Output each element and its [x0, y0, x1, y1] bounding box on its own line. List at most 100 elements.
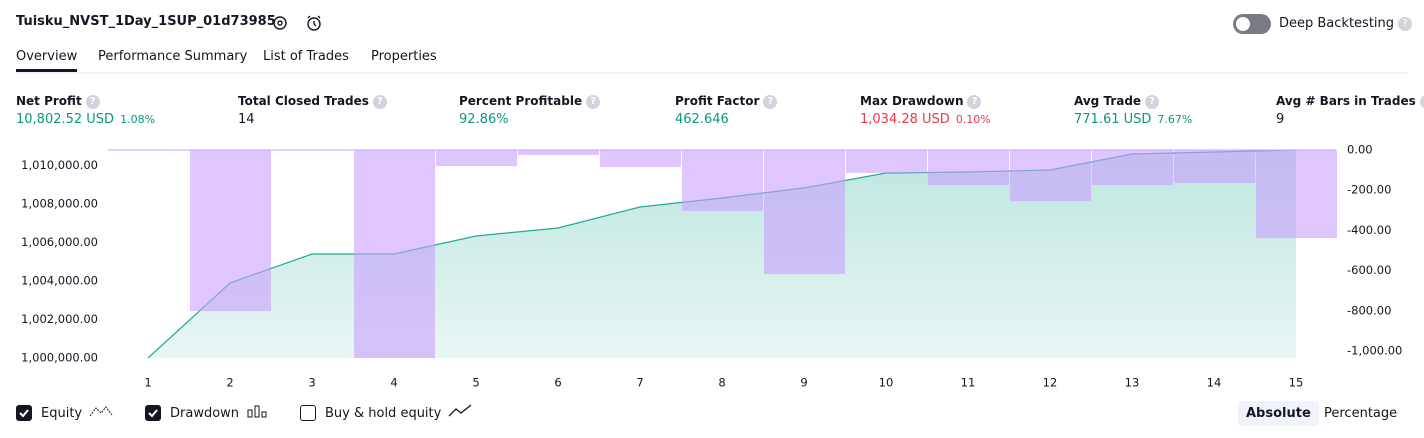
tab[interactable]: Properties: [371, 49, 437, 64]
y-tick-label: 1,000,000.00: [21, 351, 98, 365]
x-tick-label: 8: [718, 376, 725, 390]
toggle-text: Deep Backtesting: [1279, 16, 1395, 31]
x-tick-label: 10: [879, 376, 894, 390]
drawdown-bar: [764, 150, 845, 275]
tab-divider: [16, 72, 1408, 74]
chart: 1,000,000.00 1,002,000.00 1,004,000.00 1,00…: [21, 143, 1402, 390]
tab[interactable]: Overview: [16, 49, 78, 72]
legend-icon: [448, 404, 472, 422]
metric-percent: 0.10%: [955, 113, 991, 126]
x-tick-label: 7: [636, 376, 643, 390]
x-tick-label: 3: [308, 376, 315, 390]
x-tick-label: 6: [554, 376, 561, 390]
y-tick-label: 1,008,000.00: [21, 196, 98, 210]
legend-label: Buy & hold equity: [325, 405, 442, 421]
checkbox[interactable]: [16, 405, 32, 421]
drawdown-bar: [1092, 150, 1173, 185]
metric-percent: 1.08%: [120, 113, 156, 126]
metric-value-text: 1,034.28 USD: [860, 112, 950, 127]
drawdown-bar: [436, 150, 517, 167]
y-tick-label: 1,006,000.00: [21, 235, 98, 249]
y2-tick-label: 0.00: [1347, 143, 1373, 157]
x-tick-label: 13: [1125, 376, 1140, 390]
help-icon[interactable]: ?: [586, 95, 601, 109]
y2-tick-label: -800.00: [1347, 303, 1391, 317]
drawdown-bar: [190, 150, 271, 312]
drawdown-bar: [846, 150, 927, 173]
x-tick-label: 11: [961, 376, 976, 390]
x-tick-label: 14: [1207, 376, 1222, 390]
metric-label: Profit Factor?: [675, 94, 778, 109]
legend-item[interactable]: Equity: [16, 404, 113, 422]
help-icon[interactable]: ?: [967, 95, 982, 109]
metric-label-text: Max Drawdown: [860, 94, 964, 108]
help-icon[interactable]: ?: [1398, 17, 1413, 31]
metric-label-text: Net Profit: [16, 94, 82, 108]
deep-backtesting-toggle[interactable]: [1233, 14, 1271, 34]
metric-value: 10,802.52 USD 1.08%: [16, 112, 155, 127]
legend-label: Drawdown: [170, 405, 240, 421]
help-icon[interactable]: ?: [763, 95, 778, 109]
x-tick-label: 2: [226, 376, 233, 390]
drawdown-bar: [928, 150, 1009, 185]
strategy-title: Tuisku_NVST_1Day_1SUP_01d73985: [16, 14, 276, 29]
x-tick-label: 15: [1289, 376, 1304, 390]
metric-percent: 7.67%: [1157, 113, 1193, 126]
help-icon[interactable]: ?: [1419, 95, 1424, 109]
x-tick-label: 4: [390, 376, 397, 390]
metric-label-text: Percent Profitable: [459, 94, 583, 108]
drawdown-bar: [600, 150, 681, 168]
y2-tick-label: -200.00: [1347, 183, 1391, 197]
metric-value-text: 771.61 USD: [1074, 112, 1152, 127]
drawdown-bar: [354, 150, 435, 358]
legend-item[interactable]: Buy & hold equity: [300, 404, 472, 422]
view-button[interactable]: Absolute: [1238, 401, 1319, 426]
drawdown-bar: [1010, 150, 1091, 202]
metric-value: 462.646: [675, 112, 729, 127]
header-icons[interactable]: [271, 15, 321, 33]
metric-value: 92.86%: [459, 112, 509, 127]
metric-label-text: Profit Factor: [675, 94, 760, 108]
legend-label: Equity: [41, 405, 83, 421]
tab[interactable]: List of Trades: [263, 49, 349, 64]
x-tick-label: 9: [800, 376, 807, 390]
metric-label-text: Total Closed Trades: [238, 94, 369, 108]
help-icon[interactable]: ?: [372, 95, 387, 109]
help-icon[interactable]: ?: [1145, 95, 1160, 109]
y-tick-label: 1,010,000.00: [21, 158, 98, 172]
metric-label: Avg # Bars in Trades?: [1276, 94, 1424, 109]
metric-label: Net Profit?: [16, 94, 100, 109]
drawdown-bar: [682, 150, 763, 211]
drawdown-bar: [1174, 150, 1255, 183]
help-icon[interactable]: ?: [85, 95, 100, 109]
metric-value-text: 14: [238, 112, 255, 127]
metric-value: 771.61 USD 7.67%: [1074, 112, 1192, 127]
tab[interactable]: Performance Summary: [98, 49, 248, 64]
y2-tick-label: -600.00: [1347, 263, 1391, 277]
metric-value: 14: [238, 112, 255, 127]
y-tick-label: 1,004,000.00: [21, 273, 98, 287]
metric-label-text: Avg Trade: [1074, 94, 1142, 108]
y-tick-label: 1,002,000.00: [21, 312, 98, 326]
x-tick-label: 12: [1043, 376, 1058, 390]
legend-item[interactable]: Drawdown: [145, 404, 270, 422]
metric-value: 1,034.28 USD 0.10%: [860, 112, 991, 127]
toggle-label: Deep Backtesting?: [1279, 16, 1413, 31]
metric-value-text: 92.86%: [459, 112, 509, 127]
metric-label: Avg Trade?: [1074, 94, 1160, 109]
metric-label: Total Closed Trades?: [238, 94, 387, 109]
checkbox[interactable]: [145, 405, 161, 421]
metric-value-text: 9: [1276, 112, 1285, 127]
y2-tick-label: -1,000.00: [1347, 344, 1402, 358]
metric-label: Max Drawdown?: [860, 94, 982, 109]
x-tick-label: 1: [144, 376, 151, 390]
metric-label: Percent Profitable?: [459, 94, 601, 109]
drawdown-bar: [518, 150, 599, 156]
metric-value-text: 10,802.52 USD: [16, 112, 115, 127]
metric-value-text: 462.646: [675, 112, 729, 127]
view-button[interactable]: Percentage: [1324, 406, 1398, 421]
metric-value: 9: [1276, 112, 1284, 127]
checkbox[interactable]: [300, 405, 316, 421]
legend-icon: [89, 404, 113, 422]
drawdown-bar: [1256, 150, 1337, 239]
